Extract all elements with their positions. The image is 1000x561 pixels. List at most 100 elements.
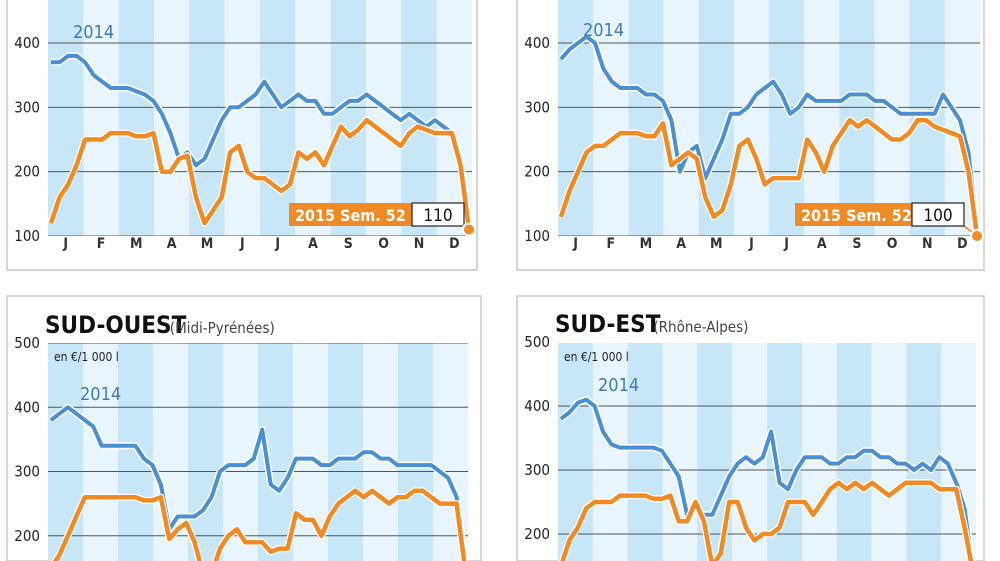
x-tick-label: N [922,236,933,252]
series-2015-line [558,117,980,236]
x-tick-label: M [130,236,143,252]
x-tick-label: F [97,236,106,252]
series-2015-line [52,488,467,561]
month-stripe [839,0,875,236]
month-stripe [906,343,942,561]
unit-label: en €/1 000 l [54,350,119,364]
series-2015-line [560,480,974,561]
y-tick-label: 500 [14,334,40,352]
chart-panel-3: 200 300 400 500 2014 SUD-OUEST(Midi-Pyrénées)… [6,295,482,561]
x-tick-label: D [449,236,459,252]
month-stripe [733,0,770,236]
y-tick-label: 300 [524,461,550,479]
y-tick-label: 400 [524,397,550,415]
tag-value: 100 [923,206,952,226]
y-tick-label: 200 [524,525,550,543]
chart-title: SUD-OUEST [45,311,187,339]
plot-area [558,343,976,561]
month-stripe [83,343,119,561]
series-2014-label: 2014 [73,22,114,43]
chart-panel-2: 100 200 300 400 J F M A M J J A S O N D 2014 2015 Sem. 52… [516,0,985,271]
chart-title: SUD-EST [555,310,661,338]
y-tick-label: 300 [524,98,550,116]
x-tick-label: M [640,236,653,252]
month-stripe [801,343,838,561]
x-tick-label: O [378,236,389,252]
y-tick-label: 300 [14,98,40,116]
month-stripe [328,343,364,561]
x-tick-label: D [957,236,967,252]
series-2014-label: 2014 [598,375,639,396]
month-stripe [48,0,84,236]
x-tick-label: J [62,236,68,252]
y-tick-label: 400 [14,398,40,416]
month-stripe [330,0,367,236]
x-tick-label: M [710,236,723,252]
x-tick-label: M [201,236,214,252]
x-tick-label: J [783,236,789,252]
chart-panel-4: 200 300 400 500 2014 SUD-EST(Rhône-Alpes) en €… [516,295,985,561]
month-stripe [83,0,120,236]
y-tick-label: 300 [14,463,40,481]
tag-text: 2015 Sem. 52 [801,206,912,225]
x-tick-label: A [817,236,827,252]
y-tick-label: 500 [524,333,550,351]
month-stripe [188,343,224,561]
series-2014-line [559,397,974,561]
series-2015-line [48,117,472,230]
y-tick-label: 100 [524,227,550,245]
tag-value: 110 [423,206,452,226]
chart-subtitle: (Rhône-Alpes) [653,318,748,336]
y-tick-label: 200 [14,163,40,181]
month-stripe [804,0,840,236]
month-stripe [118,0,155,236]
month-stripe [224,0,261,236]
y-tick-label: 200 [14,527,40,545]
month-stripe [154,0,190,236]
plot-area [48,343,468,561]
x-tick-label: J [572,236,578,252]
series-2014-line [51,53,471,224]
chart-subtitle: (Midi-Pyrénées) [170,319,275,337]
x-tick-label: A [676,236,686,252]
y-tick-label: 200 [524,163,550,181]
month-stripe [398,343,434,561]
x-tick-label: A [308,236,318,252]
y-tick-label: 400 [524,34,550,52]
series-2014-line [49,405,467,561]
end-point-marker [970,229,984,243]
month-stripe [941,343,976,561]
tag-value-box [411,202,465,227]
month-stripe [769,0,805,236]
x-tick-label: J [239,236,245,252]
x-tick-label: S [852,236,861,252]
month-stripe [295,0,332,236]
unit-label: en €/1 000 l [564,350,629,364]
month-stripe [48,343,84,561]
y-tick-label: 400 [14,34,40,52]
x-tick-label: J [274,236,280,252]
end-point-marker [462,222,476,237]
series-2014-line [559,34,979,230]
series-2014-label: 2014 [583,20,624,41]
month-stripe [592,343,629,561]
x-tick-label: F [606,236,615,252]
series-2014-label: 2014 [80,384,121,405]
x-tick-label: S [344,236,353,252]
tag-value-box [911,202,965,227]
month-stripe [260,0,296,236]
y-tick-label: 100 [14,227,40,245]
tag-box [795,203,912,226]
chart-panel-1: 100 200 300 400 J F M A M J J A S O N D 2014 2015 Sem. 52… [6,0,478,271]
plot-area [48,0,472,236]
month-stripe [874,0,911,236]
plot-area [558,0,980,236]
month-stripe [593,0,629,236]
x-tick-label: A [167,236,177,252]
month-stripe [662,343,698,561]
month-stripe [628,0,664,236]
x-tick-label: J [748,236,754,252]
x-tick-label: O [887,236,898,252]
